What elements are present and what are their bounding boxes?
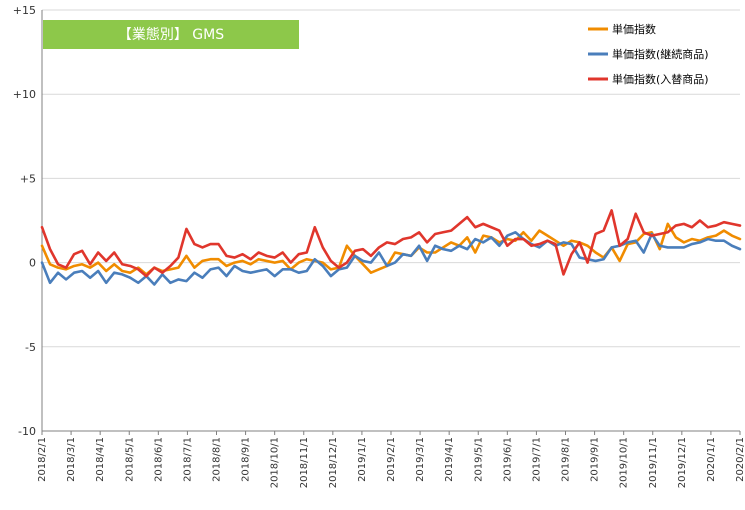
- x-tick-label: 2018/8/1: [212, 437, 223, 482]
- x-tick-label: 2019/11/1: [648, 437, 659, 488]
- x-tick-label: 2019/1/1: [357, 437, 368, 482]
- y-tick-label: +10: [13, 88, 36, 101]
- legend-label-unit-price: 単価指数: [612, 22, 656, 36]
- x-tick-label: 2019/6/1: [502, 437, 513, 482]
- legend-label-replacement: 単価指数(入替商品): [612, 72, 709, 86]
- y-tick-label: 0: [29, 257, 36, 270]
- x-tick-label: 2018/3/1: [66, 437, 77, 482]
- x-tick-label: 2019/8/1: [561, 437, 572, 482]
- y-tick-label: +5: [20, 172, 36, 185]
- chart-tag-background: [43, 20, 299, 49]
- x-tick-label: 2018/11/1: [299, 437, 310, 488]
- x-tick-label: 2019/9/1: [590, 437, 601, 482]
- x-tick-label: 2018/12/1: [328, 437, 339, 488]
- series-layer: [40, 209, 742, 286]
- x-tick-label: 2018/7/1: [182, 437, 193, 482]
- chart-tag: 【業態別】 GMS: [43, 20, 299, 49]
- x-tick-label: 2019/7/1: [531, 437, 542, 482]
- x-tick-label: 2018/10/1: [270, 437, 281, 488]
- x-tick-label: 2018/4/1: [95, 437, 106, 482]
- y-tick-label: +15: [13, 4, 36, 17]
- chart-tag-label: 【業態別】 GMS: [118, 27, 224, 43]
- x-tick-label: 2018/2/1: [37, 437, 48, 482]
- x-tick-label: 2019/2/1: [386, 437, 397, 482]
- legend: 単価指数 単価指数(継続商品) 単価指数(入替商品): [588, 22, 709, 86]
- x-tick-label: 2019/3/1: [415, 437, 426, 482]
- y-tick-label: -10: [18, 425, 36, 438]
- x-tick-label: 2018/9/1: [241, 437, 252, 482]
- legend-label-continuing: 単価指数(継続商品): [612, 47, 709, 61]
- x-tick-label: 2018/6/1: [153, 437, 164, 482]
- x-tick-label: 2020/1/1: [706, 437, 717, 482]
- x-tick-label: 2020/2/1: [735, 437, 745, 482]
- series-line-0: [40, 222, 742, 276]
- x-tick-label: 2019/4/1: [444, 437, 455, 482]
- x-tick-label: 2019/12/1: [677, 437, 688, 488]
- x-tick-label: 2019/5/1: [473, 437, 484, 482]
- x-tick-label: 2018/5/1: [124, 437, 135, 482]
- y-tick-label: -5: [25, 341, 36, 354]
- x-tick-label: 2019/10/1: [619, 437, 630, 488]
- series-line-2: [40, 209, 742, 278]
